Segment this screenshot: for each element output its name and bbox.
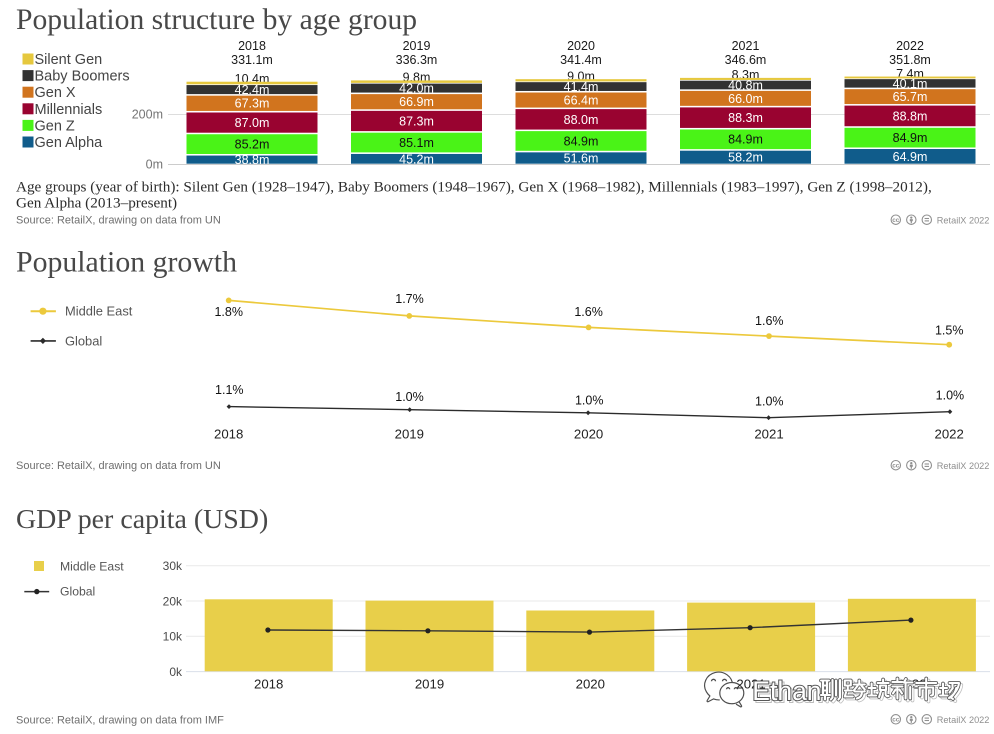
svg-text:85.2m: 85.2m: [235, 138, 270, 152]
svg-text:Ethan: Ethan: [754, 678, 823, 708]
svg-text:66.9m: 66.9m: [399, 95, 434, 109]
svg-text:40.8m: 40.8m: [728, 78, 763, 92]
svg-text:58.2m: 58.2m: [728, 151, 763, 165]
svg-text:1.6%: 1.6%: [574, 305, 603, 319]
svg-text:cc: cc: [892, 217, 900, 224]
svg-text:Global: Global: [65, 333, 102, 348]
svg-text:336.3m: 336.3m: [396, 53, 438, 67]
svg-text:1.0%: 1.0%: [936, 389, 965, 403]
svg-text:2019: 2019: [403, 39, 431, 53]
svg-text:Population growth: Population growth: [16, 246, 237, 279]
svg-text:Population structure by age gr: Population structure by age group: [16, 4, 417, 36]
svg-text:cc: cc: [892, 717, 900, 724]
svg-text:40.1m: 40.1m: [893, 77, 928, 91]
svg-text:20k: 20k: [163, 594, 183, 608]
svg-text:66.4m: 66.4m: [564, 93, 599, 107]
svg-text:84.9m: 84.9m: [728, 133, 763, 147]
svg-text:2019: 2019: [415, 677, 444, 692]
svg-text:200m: 200m: [132, 108, 163, 122]
svg-text:RetailX 2022: RetailX 2022: [937, 216, 990, 226]
svg-text:cc: cc: [892, 462, 900, 469]
svg-text:88.0m: 88.0m: [564, 113, 599, 127]
svg-text:51.6m: 51.6m: [564, 151, 599, 165]
svg-text:87.0m: 87.0m: [235, 116, 270, 130]
svg-text:Gen Alpha (2013–present): Gen Alpha (2013–present): [16, 194, 177, 211]
svg-text:Global: Global: [60, 585, 95, 599]
svg-text:2018: 2018: [214, 427, 243, 442]
svg-text:Ethan: Ethan: [752, 676, 821, 706]
svg-text:10k: 10k: [163, 630, 183, 644]
svg-text:2021: 2021: [736, 677, 765, 692]
svg-text:0k: 0k: [169, 665, 183, 679]
svg-text:1.1%: 1.1%: [215, 383, 244, 397]
svg-text:1.6%: 1.6%: [755, 314, 784, 328]
svg-text:65.7m: 65.7m: [893, 90, 928, 104]
svg-text:GDP per capita (USD): GDP per capita (USD): [16, 504, 268, 535]
svg-text:2019: 2019: [395, 427, 424, 442]
svg-text:38.8m: 38.8m: [235, 153, 270, 167]
svg-text:Middle East: Middle East: [65, 304, 133, 319]
svg-text:2018: 2018: [238, 39, 266, 53]
svg-text:1.0%: 1.0%: [395, 390, 424, 404]
svg-text:2018: 2018: [254, 677, 283, 692]
svg-text:2022: 2022: [935, 427, 964, 442]
svg-text:Source: RetailX, drawing on da: Source: RetailX, drawing on data from UN: [16, 214, 221, 226]
svg-text:0m: 0m: [146, 158, 163, 172]
svg-text:41.4m: 41.4m: [564, 80, 599, 94]
svg-text:331.1m: 331.1m: [231, 53, 273, 67]
svg-text:Gen Alpha: Gen Alpha: [35, 135, 104, 151]
svg-text:2020: 2020: [574, 427, 603, 442]
svg-text:Baby Boomers: Baby Boomers: [35, 69, 130, 85]
svg-text:2020: 2020: [576, 677, 605, 692]
svg-text:84.9m: 84.9m: [564, 134, 599, 148]
svg-text:Source: RetailX, drawing on da: Source: RetailX, drawing on data from UN: [16, 460, 221, 472]
svg-text:87.3m: 87.3m: [399, 114, 434, 128]
svg-text:42.4m: 42.4m: [235, 83, 270, 97]
svg-text:346.6m: 346.6m: [725, 53, 767, 67]
svg-text:RetailX 2022: RetailX 2022: [937, 461, 990, 471]
svg-text:1.0%: 1.0%: [575, 394, 604, 408]
svg-text:Age groups (year of birth): Si: Age groups (year of birth): Silent Gen (…: [16, 178, 932, 195]
svg-text:1.0%: 1.0%: [755, 394, 784, 408]
svg-text:88.8m: 88.8m: [893, 109, 928, 123]
svg-text:2020: 2020: [567, 39, 595, 53]
svg-text:RetailX 2022: RetailX 2022: [937, 715, 990, 725]
svg-text:351.8m: 351.8m: [889, 53, 931, 67]
svg-text:Millennials: Millennials: [35, 102, 103, 118]
svg-text:1.5%: 1.5%: [935, 323, 964, 337]
svg-text:2022: 2022: [896, 39, 924, 53]
svg-text:67.3m: 67.3m: [235, 97, 270, 111]
svg-text:84.9m: 84.9m: [893, 131, 928, 145]
svg-text:2021: 2021: [754, 427, 783, 442]
svg-text:30k: 30k: [163, 559, 183, 573]
svg-text:Gen X: Gen X: [35, 85, 76, 101]
svg-text:66.0m: 66.0m: [728, 92, 763, 106]
svg-text:64.9m: 64.9m: [893, 150, 928, 164]
svg-text:341.4m: 341.4m: [560, 53, 602, 67]
svg-text:45.2m: 45.2m: [399, 152, 434, 166]
svg-text:88.3m: 88.3m: [728, 111, 763, 125]
svg-text:Silent Gen: Silent Gen: [35, 52, 103, 68]
svg-text:42.0m: 42.0m: [399, 82, 434, 96]
svg-text:Middle East: Middle East: [60, 560, 124, 574]
svg-text:85.1m: 85.1m: [399, 136, 434, 150]
svg-text:Gen Z: Gen Z: [35, 118, 75, 134]
svg-text:1.8%: 1.8%: [214, 305, 243, 319]
svg-text:Source: RetailX, drawing on da: Source: RetailX, drawing on data from IM…: [16, 714, 224, 726]
svg-text:1.7%: 1.7%: [395, 292, 424, 306]
svg-text:2021: 2021: [732, 39, 760, 53]
